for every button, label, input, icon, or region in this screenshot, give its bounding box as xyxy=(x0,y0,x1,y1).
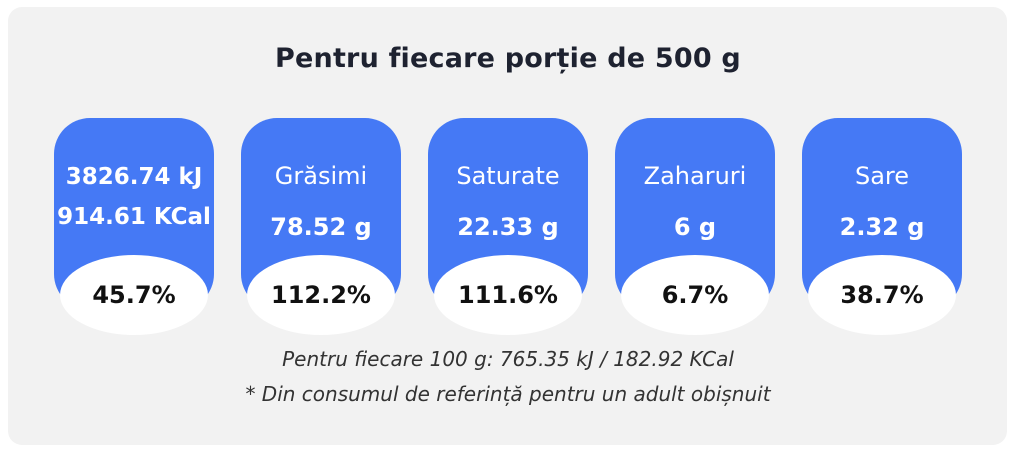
sugars-amount: 6 g xyxy=(673,213,717,241)
salt-amount: 2.32 g xyxy=(839,213,925,241)
saturates-percent: 111.6% xyxy=(434,255,582,335)
sugars-percent: 6.7% xyxy=(621,255,769,335)
saturates-amount: 22.33 g xyxy=(457,213,559,241)
per-100g-note: Pentru fiecare 100 g: 765.35 kJ / 182.92… xyxy=(282,347,734,371)
sugars-label: Zaharuri xyxy=(643,162,747,190)
fat-amount: 78.52 g xyxy=(270,213,372,241)
reference-intake-note: * Din consumul de referință pentru un ad… xyxy=(245,382,771,406)
panel-title: Pentru fiecare porție de 500 g xyxy=(275,43,741,74)
energy-kcal-value: 914.61 KCal xyxy=(57,204,211,230)
energy-percent: 45.7% xyxy=(60,255,208,335)
fat-percent: 112.2% xyxy=(247,255,395,335)
energy-kj-value: 3826.74 kJ xyxy=(65,164,203,190)
salt-label: Sare xyxy=(854,162,910,190)
fat-label: Grăsimi xyxy=(274,162,368,190)
saturates-label: Saturate xyxy=(456,162,560,190)
salt-percent: 38.7% xyxy=(808,255,956,335)
